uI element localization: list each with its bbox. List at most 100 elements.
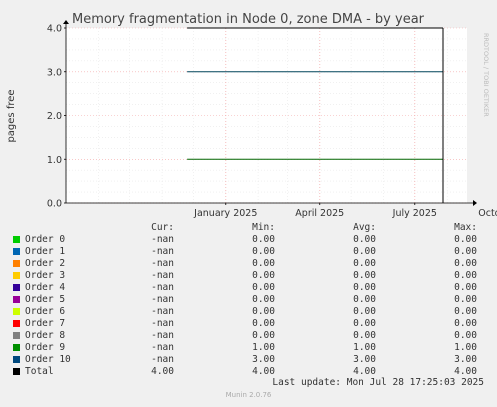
legend-max: 0.00	[454, 330, 477, 341]
legend-row: Order 5 -nan 0.00 0.00 0.00	[10, 294, 490, 306]
x-tick-label: October 2025	[478, 208, 497, 219]
legend-swatch	[13, 284, 20, 291]
series-layer	[187, 27, 444, 203]
legend-name: Order 3	[25, 270, 66, 281]
y-axis-label: pages free	[6, 89, 17, 142]
legend-max: 0.00	[454, 282, 477, 293]
legend-min: 0.00	[252, 246, 275, 257]
legend-max: 4.00	[454, 366, 477, 377]
legend-name: Order 6	[25, 306, 66, 317]
y-tick-label: 3.0	[47, 67, 62, 78]
legend-swatch	[13, 332, 20, 339]
legend-swatch	[13, 248, 20, 255]
axes: 0.0 1.0 2.0 3.0 4.0 January 2025 April 2025 Jul…	[47, 20, 497, 219]
legend-name: Order 8	[25, 330, 66, 341]
legend-swatch	[13, 296, 20, 303]
x-tick-label: July 2025	[392, 208, 437, 219]
legend-min: 0.00	[252, 330, 275, 341]
legend-max: 0.00	[454, 234, 477, 245]
legend-swatch	[13, 272, 20, 279]
grid	[65, 27, 467, 204]
legend-cur: -nan	[151, 282, 174, 293]
legend-max: 0.00	[454, 318, 477, 329]
legend-min: 4.00	[252, 366, 275, 377]
legend-swatch	[13, 260, 20, 267]
legend-avg: 0.00	[353, 330, 376, 341]
legend-row: Order 2 -nan 0.00 0.00 0.00	[10, 258, 490, 270]
legend-row: Order 8 -nan 0.00 0.00 0.00	[10, 330, 490, 342]
legend-row: Order 1 -nan 0.00 0.00 0.00	[10, 246, 490, 258]
legend-row: Order 7 -nan 0.00 0.00 0.00	[10, 318, 490, 330]
legend-cur: -nan	[151, 270, 174, 281]
legend-max: 0.00	[454, 258, 477, 269]
legend-min: 0.00	[252, 294, 275, 305]
legend-avg: 0.00	[353, 318, 376, 329]
legend-swatch	[13, 368, 20, 375]
legend-swatch	[13, 344, 20, 351]
y-tick-label: 4.0	[47, 24, 62, 35]
legend-max: 1.00	[454, 342, 477, 353]
legend-swatch	[13, 356, 20, 363]
legend-name: Order 7	[25, 318, 66, 329]
legend-max: 3.00	[454, 354, 477, 365]
x-axis-arrow	[473, 200, 477, 206]
legend-max: 0.00	[454, 270, 477, 281]
legend-cur: -nan	[151, 318, 174, 329]
legend-avg: 0.00	[353, 258, 376, 269]
x-tick-label: April 2025	[295, 208, 344, 219]
legend-min: 0.00	[252, 306, 275, 317]
legend-min: 0.00	[252, 270, 275, 281]
legend-avg: 3.00	[353, 354, 376, 365]
legend-row: Order 9 -nan 1.00 1.00 1.00	[10, 342, 490, 354]
y-axis-arrow	[63, 20, 69, 24]
header-cur: Cur:	[151, 222, 174, 233]
x-tick-label: January 2025	[193, 208, 257, 219]
legend-min: 0.00	[252, 318, 275, 329]
y-tick-label: 0.0	[47, 199, 62, 210]
legend-row: Order 4 -nan 0.00 0.00 0.00	[10, 282, 490, 294]
legend-avg: 4.00	[353, 366, 376, 377]
legend-min: 1.00	[252, 342, 275, 353]
legend-row: Order 6 -nan 0.00 0.00 0.00	[10, 306, 490, 318]
legend-avg: 0.00	[353, 234, 376, 245]
header-min: Min:	[252, 222, 275, 233]
legend-max: 0.00	[454, 306, 477, 317]
legend-swatch	[13, 320, 20, 327]
side-label: RRDTOOL / TOBI OETIKER	[482, 33, 490, 117]
legend-name: Order 4	[25, 282, 66, 293]
last-update: Last update: Mon Jul 28 17:25:03 2025	[272, 377, 484, 388]
legend-avg: 0.00	[353, 306, 376, 317]
legend-table: Cur: Min: Avg: Max: Order 0 -nan 0.00 0.00 0…	[10, 222, 490, 378]
legend-cur: -nan	[151, 306, 174, 317]
legend-max: 0.00	[454, 246, 477, 257]
legend-avg: 0.00	[353, 294, 376, 305]
legend-cur: -nan	[151, 234, 174, 245]
legend-header: Cur: Min: Avg: Max:	[10, 222, 490, 234]
legend-row: Total 4.00 4.00 4.00 4.00	[10, 366, 490, 378]
legend-swatch	[13, 236, 20, 243]
legend-avg: 0.00	[353, 282, 376, 293]
header-avg: Avg:	[353, 222, 376, 233]
legend-row: Order 3 -nan 0.00 0.00 0.00	[10, 270, 490, 282]
legend-row: Order 10 -nan 3.00 3.00 3.00	[10, 354, 490, 366]
legend-row: Order 0 -nan 0.00 0.00 0.00	[10, 234, 490, 246]
legend-avg: 0.00	[353, 270, 376, 281]
legend-name: Order 0	[25, 234, 66, 245]
munin-version: Munin 2.0.76	[225, 391, 272, 399]
header-max: Max:	[454, 222, 477, 233]
legend-name: Order 1	[25, 246, 66, 257]
legend-cur: -nan	[151, 354, 174, 365]
legend-min: 0.00	[252, 258, 275, 269]
legend-cur: -nan	[151, 342, 174, 353]
legend-cur: -nan	[151, 330, 174, 341]
legend-name: Order 2	[25, 258, 66, 269]
legend-cur: -nan	[151, 294, 174, 305]
legend-max: 0.00	[454, 294, 477, 305]
legend-avg: 0.00	[353, 246, 376, 257]
legend-cur: -nan	[151, 258, 174, 269]
legend-avg: 1.00	[353, 342, 376, 353]
y-tick-label: 2.0	[47, 111, 62, 122]
legend-name: Order 5	[25, 294, 66, 305]
legend-swatch	[13, 308, 20, 315]
legend-name: Total	[25, 366, 54, 377]
